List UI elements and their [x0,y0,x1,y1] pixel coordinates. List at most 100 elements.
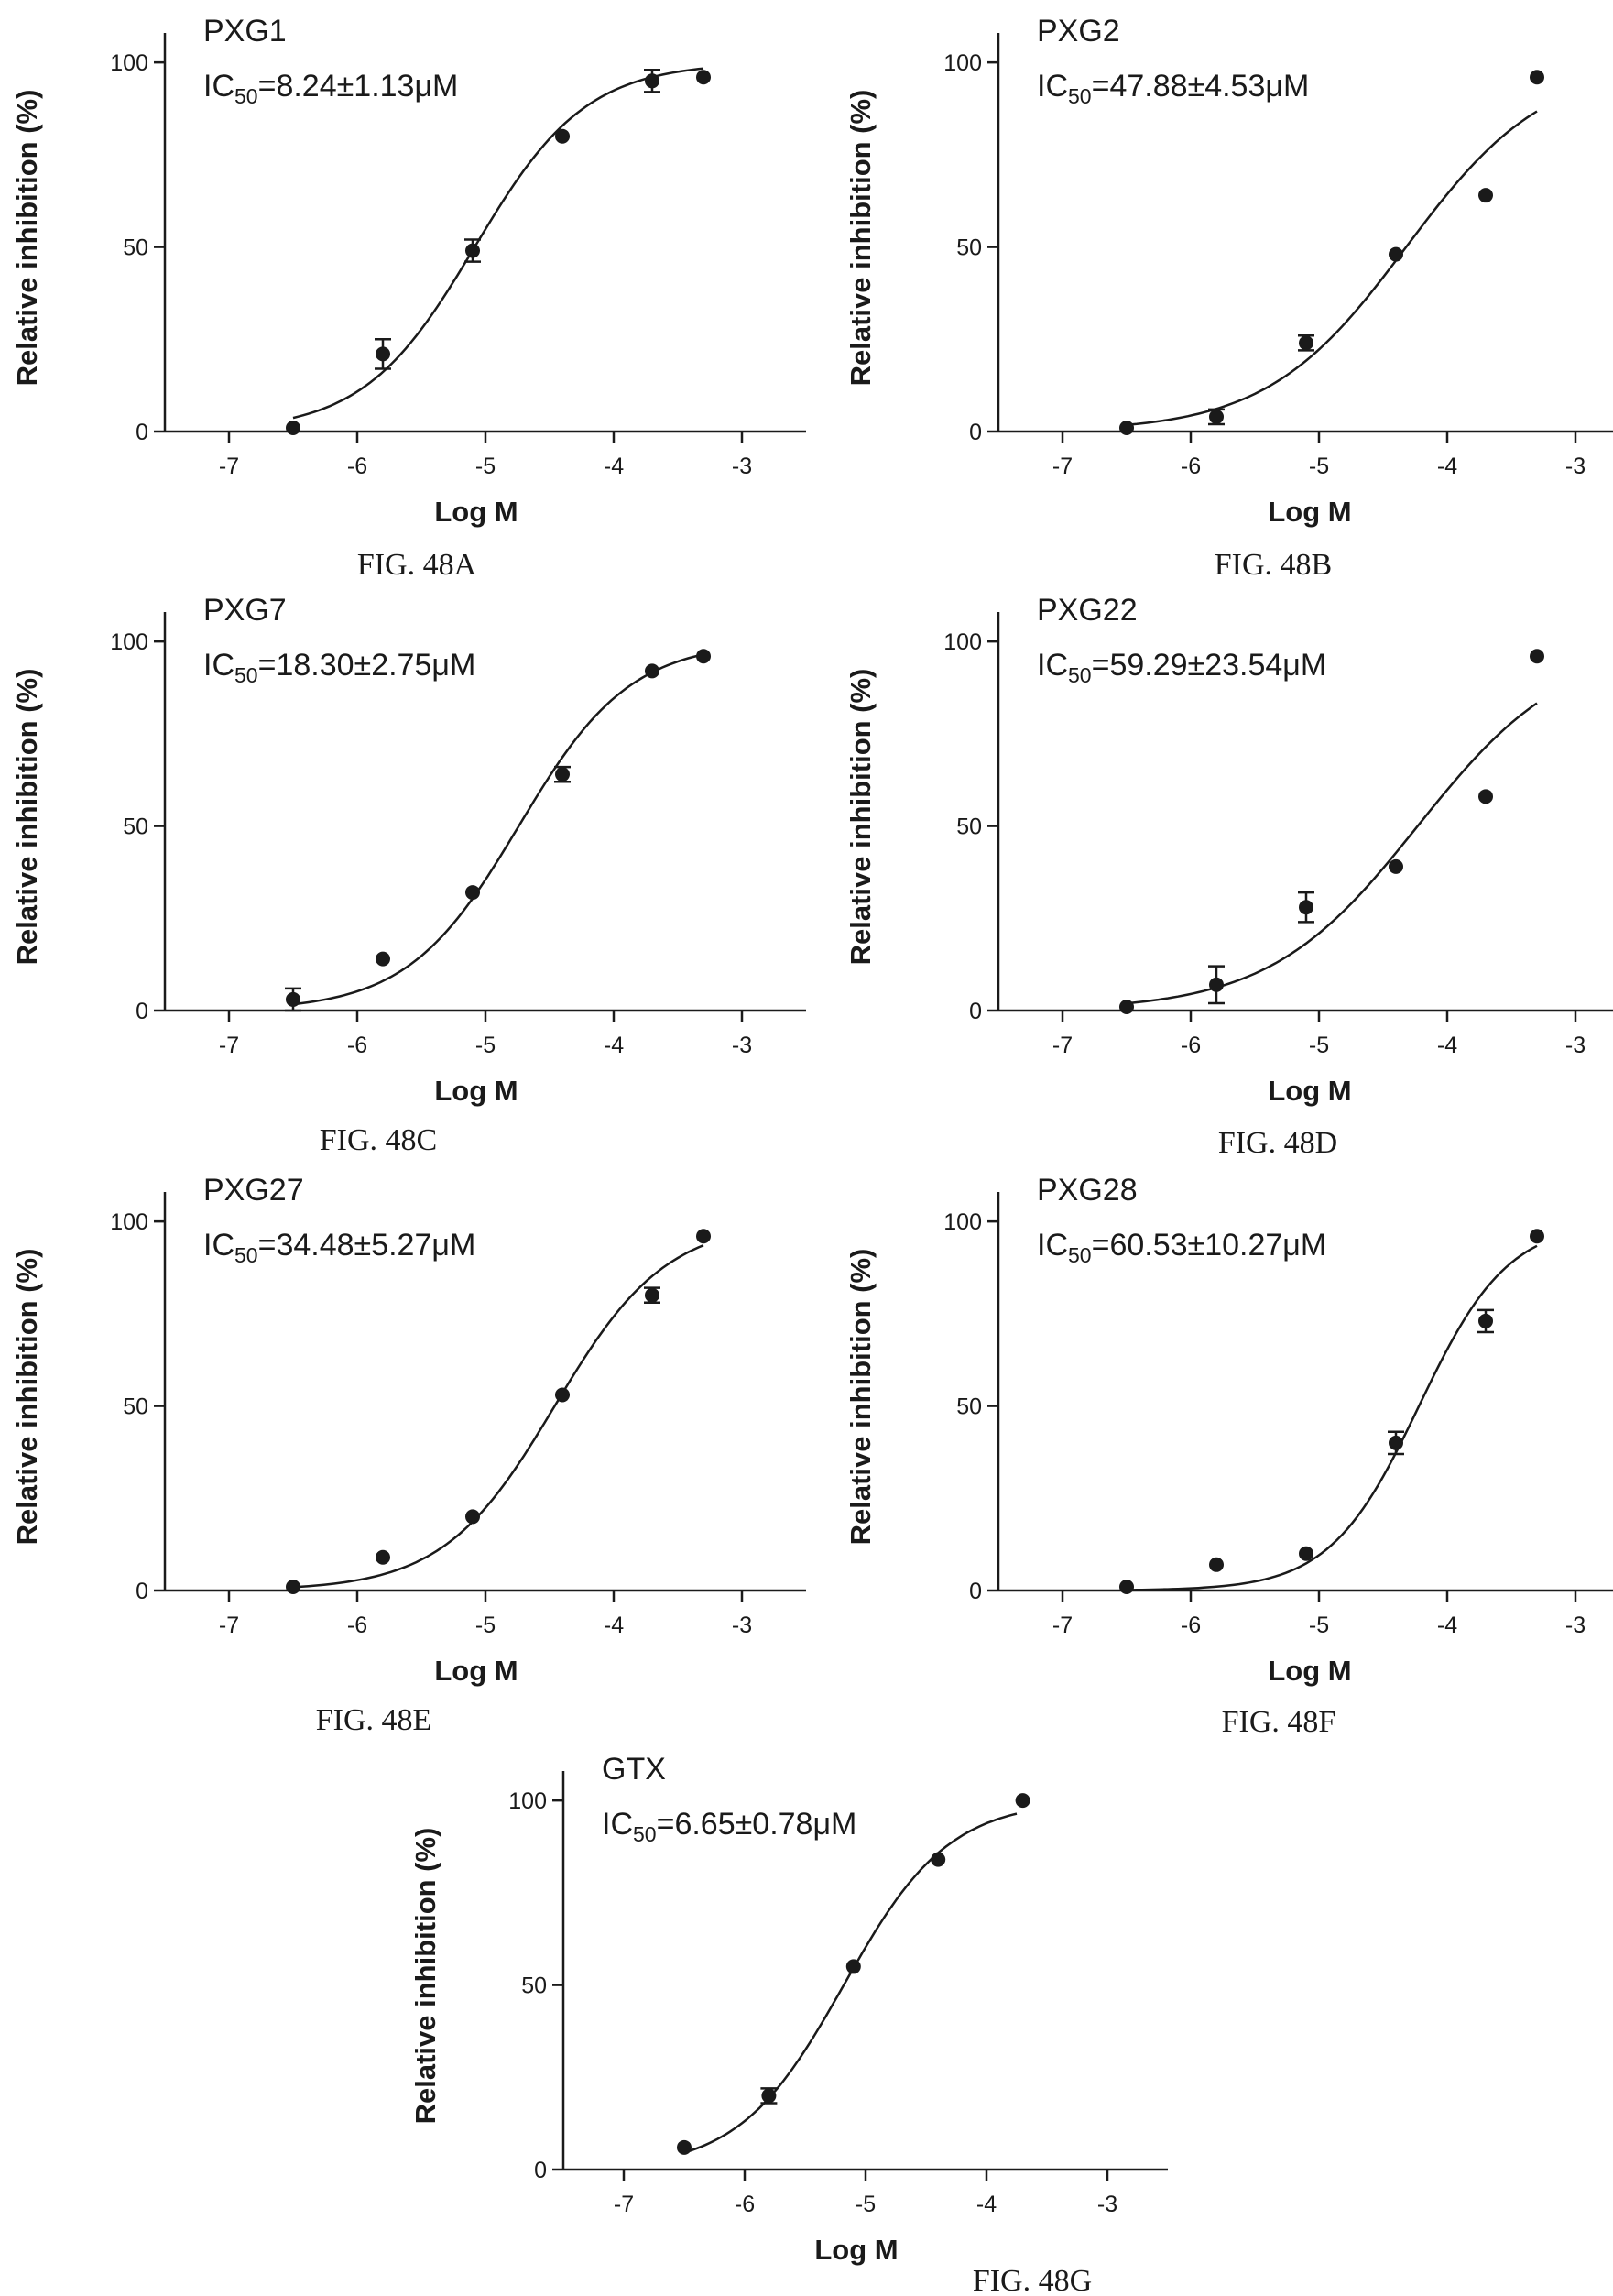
y-axis-title: Relative inhibition (%) [11,1249,43,1546]
ic50-annotation: IC50=47.88±4.53μM [1037,69,1309,108]
x-tick-label: -4 [1437,1613,1457,1638]
ic50-subscript: 50 [234,663,258,687]
x-tick-label: -6 [347,1613,367,1638]
ic50-prefix: IC [1037,69,1068,104]
ic50-value: =60.53±10.27μM [1092,1228,1327,1263]
chart-title: PXG1 [203,14,287,49]
data-point [1119,420,1134,435]
data-point [555,767,570,782]
x-tick-label: -7 [219,1033,239,1058]
x-axis-title: Log M [1268,1075,1351,1107]
ic50-subscript: 50 [1068,663,1092,687]
x-tick-label: -5 [475,1613,496,1638]
x-tick-label: -3 [1565,1613,1586,1638]
y-tick-label: 100 [110,50,148,76]
y-tick-label: 100 [943,1209,982,1235]
x-tick-label: -7 [219,454,239,479]
x-axis-title: Log M [434,496,518,528]
data-point [1119,999,1134,1014]
data-point [1299,1546,1313,1561]
data-point [1299,335,1313,351]
y-tick-label: 100 [943,629,982,655]
data-point [1389,1435,1403,1450]
fit-curve [1127,1244,1538,1591]
ic50-value: =6.65±0.78μM [657,1807,857,1842]
ic50-value: =8.24±1.13μM [258,69,459,104]
y-tick-label: 0 [136,1579,148,1604]
y-tick-label: 0 [136,999,148,1024]
chart-title: GTX [602,1752,666,1787]
x-tick-label: -7 [1052,1033,1073,1058]
x-tick-label: -4 [604,1033,624,1058]
x-axis-title: Log M [1268,496,1351,528]
data-point [555,128,570,144]
x-tick-label: -4 [604,454,624,479]
ic50-subscript: 50 [633,1822,657,1846]
x-tick-label: -5 [1309,1613,1329,1638]
data-point [286,991,300,1007]
data-point [845,1959,861,1974]
ic50-subscript: 50 [1068,1243,1092,1267]
ic50-prefix: IC [1037,648,1068,683]
fit-curve [292,1244,704,1589]
x-tick-label: -4 [1437,1033,1457,1058]
data-point [1478,188,1493,203]
ic50-subscript: 50 [234,84,258,108]
x-tick-label: -7 [219,1613,239,1638]
data-point [677,2139,692,2155]
data-point [645,663,659,679]
data-point [465,243,480,258]
data-point [696,70,711,85]
y-axis-title: Relative inhibition (%) [845,669,877,966]
data-point [1478,789,1493,804]
chart-title: PXG27 [203,1173,304,1208]
x-tick-label: -6 [735,2192,755,2217]
ic50-annotation: IC50=6.65±0.78μM [602,1807,856,1846]
ic50-subscript: 50 [1068,84,1092,108]
ic50-annotation: IC50=59.29±23.54μM [1037,648,1326,687]
figure-caption: FIG. 48E [316,1703,432,1737]
chart-panel-7: 0 50 100 -7 -6 -5 -4 -3 Log M Relative inhibition… [409,1752,1168,2266]
x-axis-title: Log M [814,2234,898,2266]
data-point [1015,1793,1030,1809]
data-point [376,951,390,967]
x-tick-label: -6 [1181,1033,1201,1058]
x-tick-label: -3 [1565,1033,1586,1058]
x-tick-label: -4 [604,1613,624,1638]
chart-panel-6: 0 50 100 -7 -6 -5 -4 -3 Log M Relative inhibition… [845,1173,1613,1687]
y-tick-label: 100 [508,1788,547,1814]
data-point [761,2088,777,2104]
x-tick-label: -7 [614,2192,634,2217]
y-axis-title: Relative inhibition (%) [409,1828,441,2125]
y-tick-label: 50 [956,235,982,261]
y-tick-label: 0 [969,1579,982,1604]
chart-panel-2: 0 50 100 -7 -6 -5 -4 -3 Log M Relative inhibition… [845,14,1613,528]
ic50-prefix: IC [203,1228,234,1263]
figure-caption: FIG. 48F [1222,1705,1336,1739]
x-tick-label: -7 [1052,454,1073,479]
data-point [696,1229,711,1244]
data-point [931,1852,946,1867]
data-point [1389,858,1403,874]
x-tick-label: -5 [475,1033,496,1058]
x-tick-label: -7 [1052,1613,1073,1638]
data-point [645,73,659,89]
y-tick-label: 0 [136,420,148,445]
chart-panel-5: 0 50 100 -7 -6 -5 -4 -3 Log M Relative inhibition… [11,1173,806,1687]
x-axis-title: Log M [434,1075,518,1107]
figure-caption: FIG. 48G [973,2264,1092,2296]
figure-caption: FIG. 48D [1218,1126,1337,1160]
ic50-value: =47.88±4.53μM [1092,69,1310,104]
data-point [376,346,390,362]
y-axis-title: Relative inhibition (%) [845,1249,877,1546]
ic50-annotation: IC50=34.48±5.27μM [203,1228,475,1267]
chart-title: PXG7 [203,593,287,628]
x-tick-label: -5 [475,454,496,479]
fit-curve [292,67,704,420]
x-tick-label: -6 [1181,454,1201,479]
x-tick-label: -6 [347,454,367,479]
x-tick-label: -6 [347,1033,367,1058]
y-tick-label: 100 [943,50,982,76]
ic50-annotation: IC50=8.24±1.13μM [203,69,458,108]
